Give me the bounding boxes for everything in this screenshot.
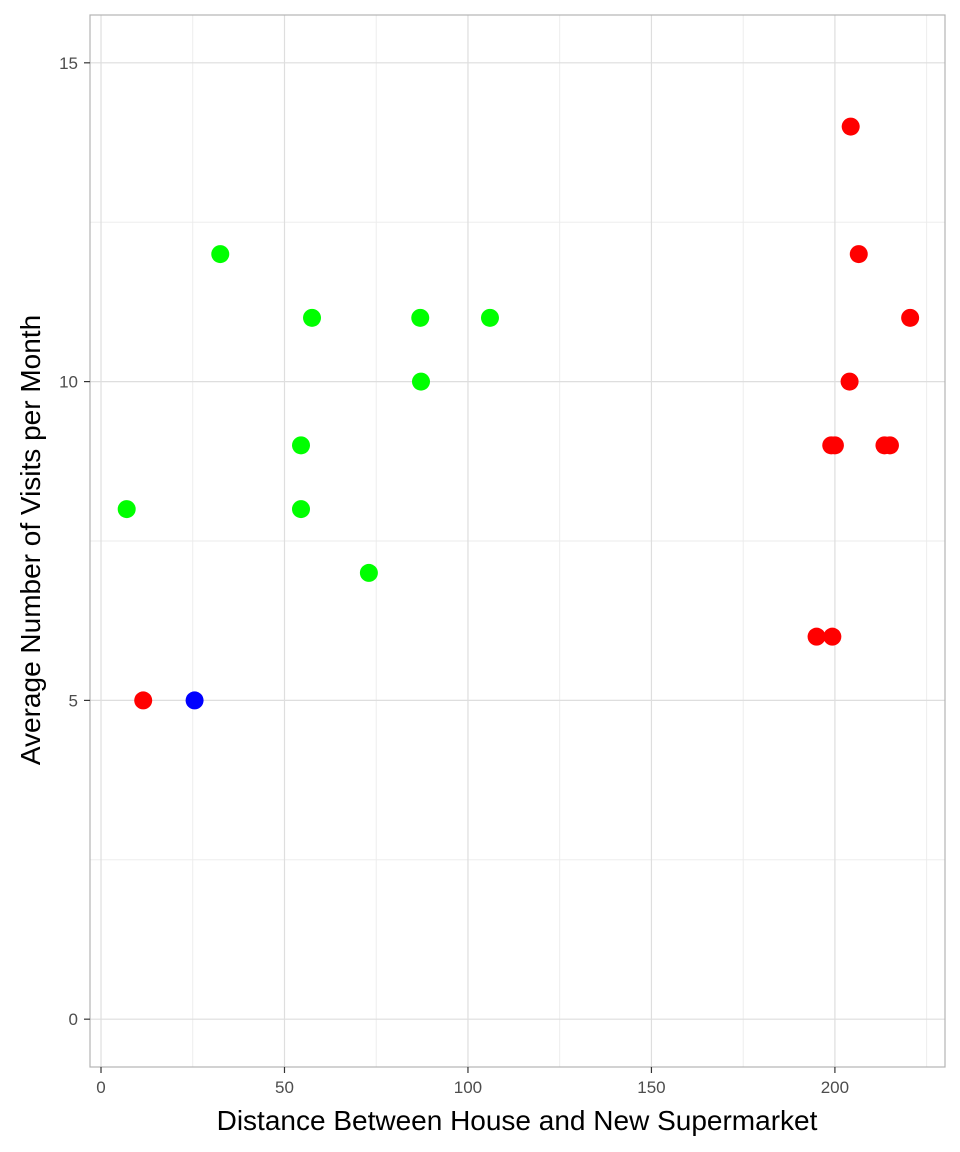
data-point (823, 627, 842, 646)
x-tick-label: 200 (821, 1078, 849, 1097)
y-axis: 0 5 10 15 (59, 54, 90, 1029)
x-tick-label: 150 (637, 1078, 665, 1097)
major-gridlines (90, 15, 945, 1067)
data-point (880, 436, 899, 455)
data-point (303, 308, 322, 327)
x-tick-label: 50 (275, 1078, 294, 1097)
data-point (849, 245, 868, 264)
y-tick-label: 5 (69, 691, 78, 710)
plot-panel-border (89, 14, 946, 1068)
data-point (840, 372, 859, 391)
data-point (185, 691, 204, 710)
data-point (134, 691, 153, 710)
data-point (117, 500, 136, 519)
x-axis: 0 50 100 150 200 (96, 1067, 849, 1097)
data-point (901, 308, 920, 327)
y-axis-title: Average Number of Visits per Month (15, 315, 46, 765)
data-point (480, 308, 499, 327)
x-axis-title: Distance Between House and New Supermark… (217, 1105, 818, 1136)
data-point (291, 500, 310, 519)
x-tick-label: 0 (96, 1078, 105, 1097)
data-point (841, 117, 860, 136)
y-tick-label: 0 (69, 1010, 78, 1029)
data-point (411, 372, 430, 391)
data-point (359, 563, 378, 582)
x-tick-label: 100 (454, 1078, 482, 1097)
data-point (211, 245, 230, 264)
y-tick-label: 10 (59, 373, 78, 392)
y-tick-label: 15 (59, 54, 78, 73)
data-point (291, 436, 310, 455)
data-points (117, 117, 920, 710)
minor-gridlines (90, 15, 945, 1067)
data-point (411, 308, 430, 327)
data-point (825, 436, 844, 455)
data-point (807, 627, 826, 646)
